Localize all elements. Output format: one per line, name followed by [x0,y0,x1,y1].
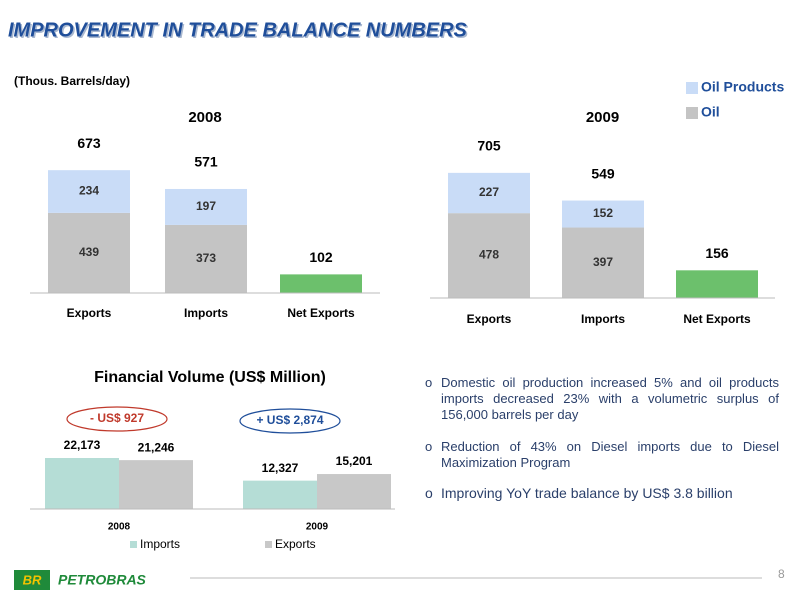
legend-swatch [130,541,137,548]
value-label: 21,246 [138,440,175,454]
bar-segment [165,188,247,225]
segment-label: 478 [479,248,499,262]
total-label: 673 [77,135,101,151]
segment-label: 397 [593,255,613,269]
x-tick-label: Imports [184,306,228,320]
bar [45,458,119,509]
title-shadow: IMPROVEMENT IN TRADE BALANCE NUMBERS [10,21,470,43]
annotation: + US$ 2,874 [256,413,323,427]
slide-title: IMPROVEMENT IN TRADE BALANCE NUMBERS [8,19,468,41]
net-bar [676,270,758,298]
page-number: 8 [778,567,785,581]
x-tick-label: 2009 [306,522,329,533]
chart-title: 2008 [188,109,221,126]
bullet-text: Domestic oil production increased 5% and… [441,375,779,422]
segment-label: 152 [593,206,613,220]
legend-swatch [686,107,698,119]
logo: BR [23,572,42,587]
bar [317,474,391,509]
bullet-text: Reduction of 43% on Diesel imports due t… [441,439,779,470]
total-label: 571 [194,154,218,170]
bar-segment [562,200,644,228]
bar-segment [448,213,530,298]
total-label: 705 [477,138,501,154]
x-tick-label: Net Exports [683,312,751,326]
unit-note: (Thous. Barrels/day) [14,74,130,88]
bar-segment [48,212,130,293]
legend-swatch [686,82,698,94]
legend-label: Oil [701,104,720,120]
bar-segment [448,172,530,214]
bar-segment [165,224,247,293]
annotation-ring [66,406,168,432]
legend-label: Imports [140,537,180,551]
bullet: o Improving YoY trade balance by US$ 3.8 … [425,485,779,501]
value-label: 22,173 [64,438,101,452]
total-label: 156 [705,245,729,261]
logo-box [14,570,50,590]
bullet: o Domestic oil production increased 5% an… [425,375,779,422]
bar [243,480,317,509]
x-tick-label: Exports [67,306,112,320]
bar [119,460,193,509]
segment-label: 227 [479,185,499,199]
total-label: 549 [591,165,615,181]
segment-label: 197 [196,199,216,213]
x-tick-label: Imports [581,312,625,326]
bar-segment [48,170,130,213]
value-label: 15,201 [336,454,373,468]
total-label: 102 [309,249,333,265]
x-tick-label: Net Exports [287,306,355,320]
annotation: - US$ 927 [90,411,144,425]
bullet-text: Improving YoY trade balance by US$ 3.8 b… [441,485,733,501]
legend-swatch [265,541,272,548]
segment-label: 439 [79,245,99,259]
legend-label: Exports [275,537,316,551]
legend-label: Oil Products [701,79,784,95]
segment-label: 234 [79,184,99,198]
annotation-ring [239,408,341,434]
segment-label: 373 [196,251,216,265]
x-tick-label: 2008 [108,522,131,533]
x-tick-label: Exports [467,312,512,326]
chart-title: Financial Volume (US$ Million) [94,369,326,386]
net-bar [280,274,362,293]
company: PETROBRAS [58,572,147,588]
bullet: o Reduction of 43% on Diesel imports due … [425,439,779,470]
bar-segment [562,227,644,298]
value-label: 12,327 [262,461,299,475]
chart-title: 2009 [586,109,619,126]
